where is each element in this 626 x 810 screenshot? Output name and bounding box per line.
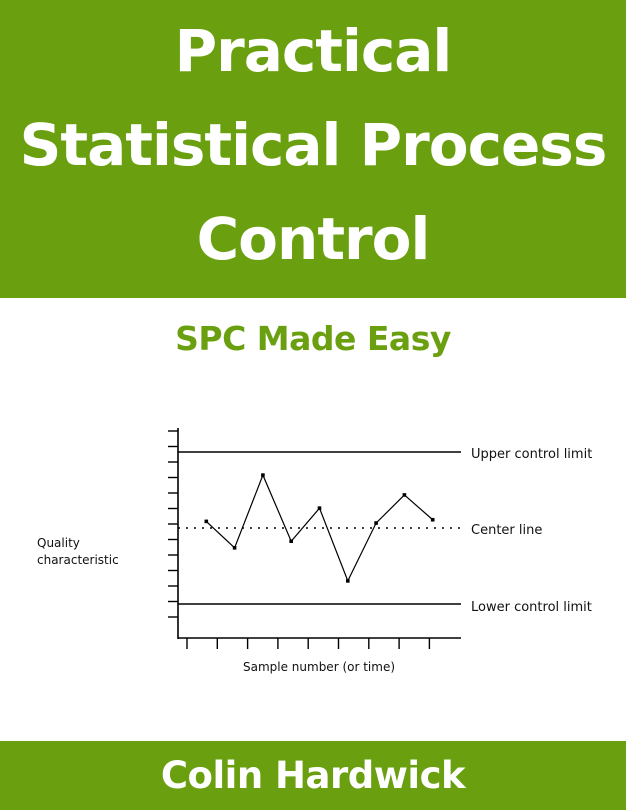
title-line: Statistical Process xyxy=(19,111,608,179)
x-axis-label: Sample number (or time) xyxy=(243,660,395,674)
author-name: Colin Hardwick xyxy=(160,754,466,797)
data-point xyxy=(261,473,265,477)
book-title: Practical Statistical Process Control xyxy=(0,4,626,286)
lower-control-limit-label: Lower control limit xyxy=(471,600,592,615)
center-line-label: Center line xyxy=(471,523,542,538)
data-point xyxy=(204,519,209,524)
title-line: Control xyxy=(196,205,431,273)
title-line: Practical xyxy=(174,17,453,85)
data-point xyxy=(317,506,322,510)
y-axis-label-line: characteristic xyxy=(37,553,119,567)
data-point xyxy=(346,579,350,583)
author-banner: Colin Hardwick xyxy=(0,741,626,810)
upper-control-limit-label: Upper control limit xyxy=(471,447,592,462)
y-axis-label-line: Quality xyxy=(37,536,80,550)
y-axis-ticks xyxy=(168,430,178,618)
data-point xyxy=(289,539,293,544)
data-series-line xyxy=(205,473,434,583)
data-point xyxy=(232,546,237,550)
data-point xyxy=(374,521,378,525)
x-axis-ticks xyxy=(186,638,431,649)
y-axis-label: Quality characteristic xyxy=(37,536,119,567)
book-subtitle: SPC Made Easy xyxy=(175,319,451,358)
data-point xyxy=(430,517,435,522)
data-points xyxy=(204,473,435,583)
title-banner: Practical Statistical Process Control xyxy=(0,0,626,298)
control-chart: Upper control limit Center line Lower co… xyxy=(37,428,592,674)
data-point xyxy=(402,493,407,497)
